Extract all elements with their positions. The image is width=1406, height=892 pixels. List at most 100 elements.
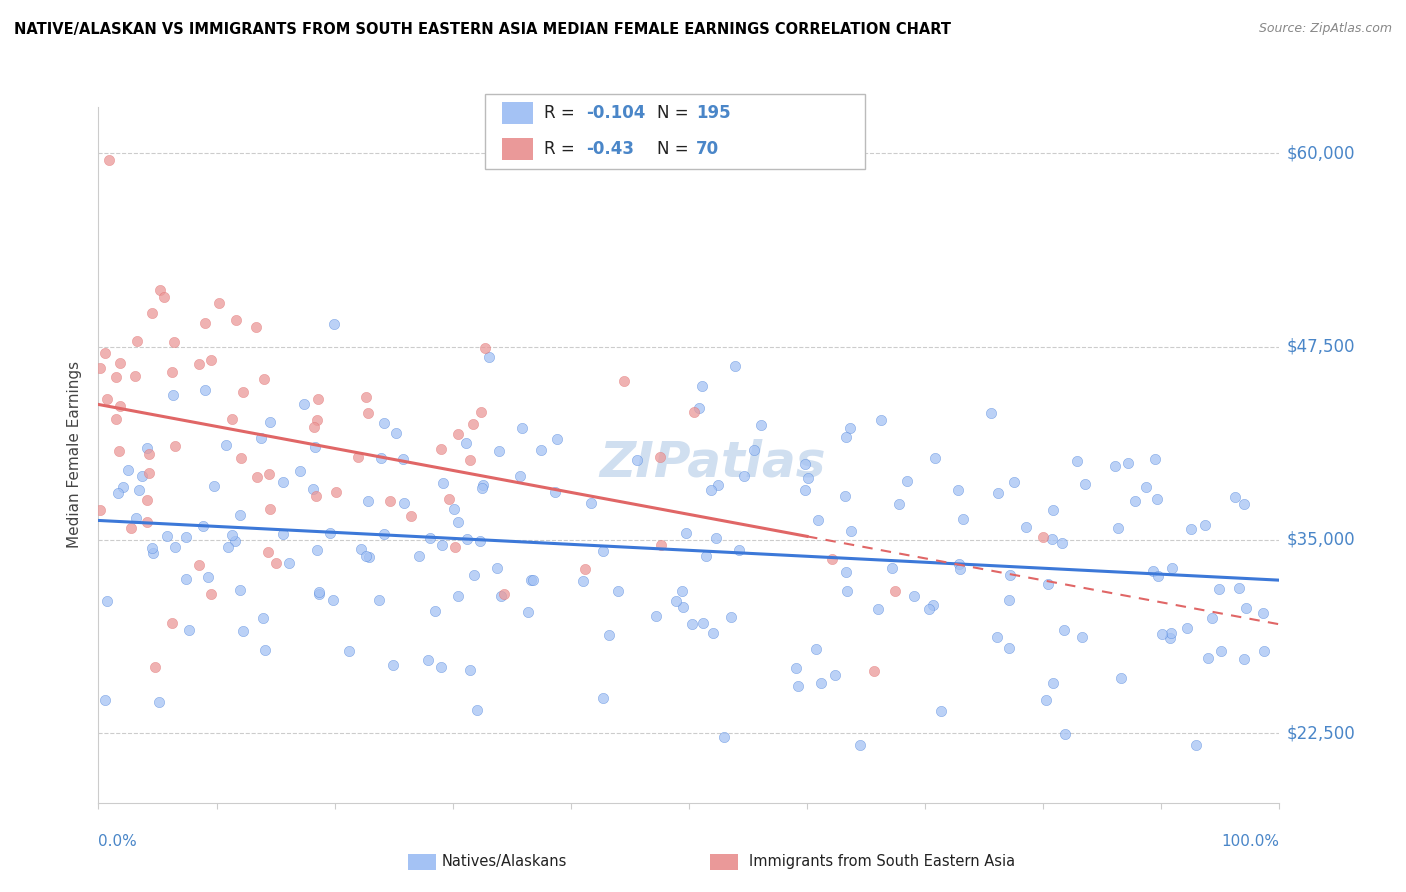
Point: [439, 492, 461, 507]
Point: [179, 623, 201, 637]
Point: [194, 383, 217, 397]
Point: [810, 676, 832, 690]
Point: [1233, 651, 1256, 665]
Point: [1208, 582, 1230, 596]
Point: [423, 604, 446, 618]
Point: [308, 392, 330, 407]
Point: [713, 730, 735, 744]
Point: [835, 430, 858, 444]
Point: [419, 531, 441, 545]
Point: [1036, 577, 1059, 591]
Point: [1146, 491, 1168, 506]
Point: [432, 538, 454, 552]
Point: [308, 585, 330, 599]
Point: [458, 452, 481, 467]
Point: [356, 494, 378, 508]
Point: [749, 418, 772, 433]
Text: Natives/Alaskans: Natives/Alaskans: [441, 855, 567, 869]
Point: [392, 496, 415, 510]
Point: [841, 524, 863, 538]
Point: [357, 406, 380, 420]
Point: [952, 511, 974, 525]
Point: [1074, 476, 1097, 491]
Point: [787, 679, 810, 693]
Point: [432, 476, 454, 491]
Point: [108, 356, 131, 370]
Point: [707, 478, 730, 492]
Point: [700, 483, 723, 497]
Point: [544, 485, 567, 500]
Point: [354, 549, 377, 564]
Text: $22,500: $22,500: [1286, 724, 1355, 742]
Point: [447, 589, 470, 603]
Point: [463, 568, 485, 582]
Point: [804, 641, 827, 656]
Text: $47,500: $47,500: [1286, 338, 1355, 356]
Point: [922, 598, 945, 612]
Point: [794, 457, 817, 471]
Point: [1042, 676, 1064, 690]
Point: [1185, 739, 1208, 753]
Point: [1197, 651, 1219, 665]
Point: [672, 600, 695, 615]
Point: [200, 587, 222, 601]
Point: [325, 485, 347, 500]
Point: [1000, 568, 1022, 582]
Point: [520, 573, 543, 587]
Point: [824, 668, 846, 682]
Point: [682, 405, 704, 419]
Point: [124, 510, 146, 524]
Point: [277, 556, 299, 570]
Point: [354, 390, 377, 404]
Point: [380, 493, 402, 508]
Point: [1180, 522, 1202, 536]
Point: [821, 552, 844, 566]
Point: [728, 543, 751, 558]
Point: [271, 527, 294, 541]
Point: [665, 593, 688, 607]
Point: [471, 482, 494, 496]
Point: [986, 630, 1008, 644]
Point: [478, 350, 501, 364]
Point: [162, 335, 184, 350]
Point: [245, 319, 267, 334]
Point: [141, 541, 163, 555]
Point: [229, 451, 252, 466]
Point: [350, 542, 373, 557]
Point: [416, 653, 439, 667]
Point: [142, 546, 165, 560]
Point: [1116, 456, 1139, 470]
Point: [108, 443, 131, 458]
Point: [720, 609, 742, 624]
Point: [194, 317, 217, 331]
Point: [681, 617, 703, 632]
Text: 100.0%: 100.0%: [1222, 834, 1279, 849]
Point: [1042, 503, 1064, 517]
Point: [592, 691, 614, 706]
Point: [225, 313, 247, 327]
Point: [337, 644, 360, 658]
Text: Immigrants from South Eastern Asia: Immigrants from South Eastern Asia: [749, 855, 1015, 869]
Point: [1066, 454, 1088, 468]
Text: -0.104: -0.104: [586, 104, 645, 122]
Point: [128, 483, 150, 497]
Point: [510, 420, 533, 434]
Point: [592, 544, 614, 558]
Point: [1032, 529, 1054, 543]
Point: [924, 450, 946, 465]
Point: [97, 153, 120, 167]
Point: [447, 426, 470, 441]
Y-axis label: Median Female Earnings: Median Female Earnings: [67, 361, 83, 549]
Point: [94, 346, 117, 360]
Point: [903, 589, 925, 603]
Point: [232, 384, 254, 399]
Point: [357, 550, 380, 565]
Point: [1123, 494, 1146, 508]
Point: [160, 365, 183, 379]
Point: [468, 533, 491, 548]
Point: [834, 489, 856, 503]
Point: [948, 483, 970, 498]
Point: [208, 296, 231, 310]
Point: [456, 532, 478, 546]
Point: [692, 616, 714, 631]
